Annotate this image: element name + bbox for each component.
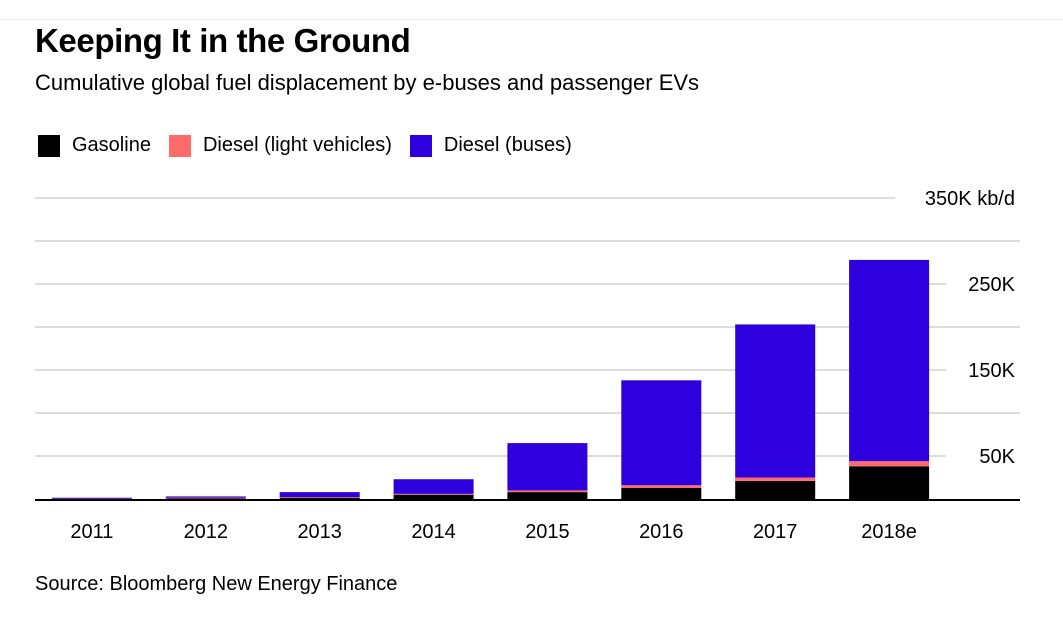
bar-diesel-light-2018e (849, 461, 930, 467)
bar-diesel-buses-2011 (51, 497, 132, 499)
chart-subtitle: Cumulative global fuel displacement by e… (35, 70, 700, 95)
bar-diesel-light-2014 (393, 493, 474, 495)
legend: Gasoline Diesel (light vehicles) Diesel … (38, 134, 590, 157)
y-tick-label: 250K (968, 274, 1015, 296)
bar-gasoline-2012 (165, 498, 246, 499)
bar-diesel-buses-2013 (279, 492, 360, 498)
legend-label-gasoline: Gasoline (72, 134, 151, 156)
legend-label-diesel-light: Diesel (light vehicles) (202, 134, 392, 156)
legend-item-diesel-buses: Diesel (buses) (409, 134, 572, 157)
bar-gasoline-2016 (621, 487, 702, 499)
x-tick-label: 2016 (639, 521, 684, 543)
bar-gasoline-2017 (735, 480, 816, 499)
y-tick-labels: 50K 150K 250K 350K kb/d (925, 188, 1016, 468)
x-tick-label: 2014 (411, 521, 456, 543)
y-tick-label: 150K (968, 360, 1015, 382)
chart-title: Keeping It in the Ground (35, 22, 411, 59)
bar-diesel-light-2015 (507, 490, 588, 493)
x-tick-labels: 2011 2012 2013 2014 2015 2016 2017 2018e (70, 521, 916, 543)
top-rule (0, 19, 1063, 20)
legend-label-diesel-buses: Diesel (buses) (443, 134, 572, 156)
bar-gasoline-2018e (849, 466, 930, 499)
y-tick-label: 50K (979, 446, 1015, 468)
legend-item-gasoline: Gasoline (38, 134, 151, 157)
x-tick-label: 2018e (861, 521, 917, 543)
bar-diesel-buses-2014 (393, 479, 474, 494)
bar-diesel-buses-2012 (165, 496, 246, 498)
bar-diesel-buses-2015 (507, 443, 588, 491)
legend-swatch-diesel-light (168, 134, 191, 157)
x-tick-label: 2017 (753, 521, 798, 543)
bar-gasoline-2014 (393, 494, 474, 499)
x-tick-label: 2013 (297, 521, 342, 543)
bar-diesel-light-2012 (165, 497, 246, 499)
legend-swatch-diesel-buses (409, 134, 432, 157)
bar-diesel-buses-2017 (735, 324, 816, 478)
bar-gasoline-2013 (279, 497, 360, 499)
legend-swatch-gasoline (38, 134, 60, 157)
bar-diesel-light-2011 (51, 498, 132, 500)
bar-diesel-light-2016 (621, 485, 702, 488)
y-tick-label: 350K kb/d (925, 188, 1015, 210)
bars (51, 259, 930, 500)
bar-diesel-light-2017 (735, 477, 816, 481)
x-tick-label: 2011 (70, 521, 113, 543)
x-tick-label: 2012 (184, 521, 229, 543)
bar-diesel-light-2013 (279, 497, 360, 498)
bar-gasoline-2015 (507, 492, 588, 499)
x-tick-label: 2015 (525, 521, 570, 543)
bar-diesel-buses-2016 (621, 380, 702, 486)
legend-item-diesel-light: Diesel (light vehicles) (168, 134, 392, 157)
source-note: Source: Bloomberg New Energy Finance (35, 573, 398, 595)
bar-diesel-buses-2018e (849, 259, 930, 462)
